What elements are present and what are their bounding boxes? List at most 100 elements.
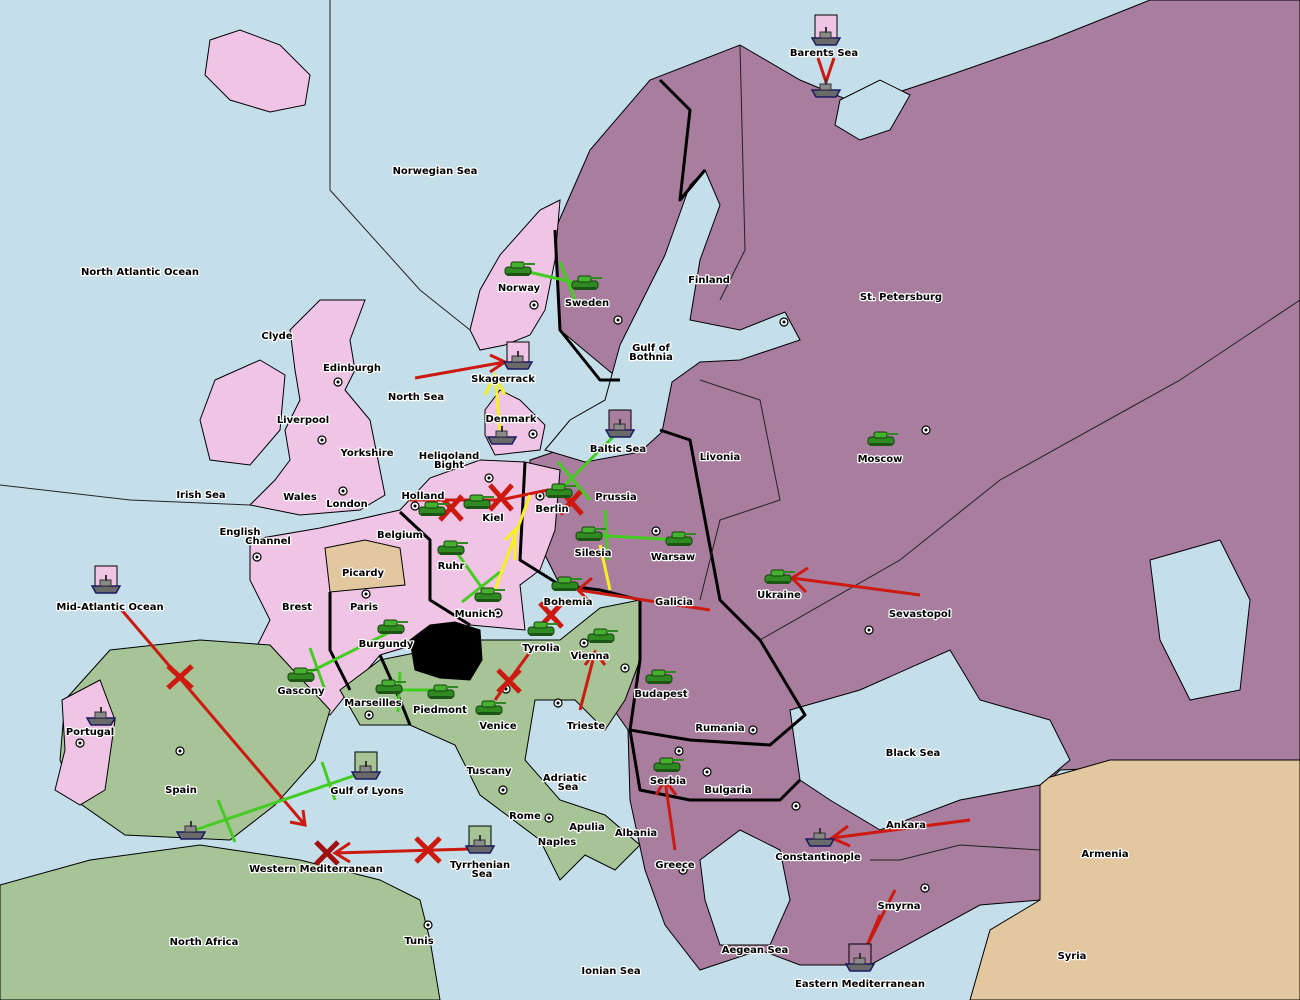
- label-sevastopol: Sevastopol: [889, 609, 951, 620]
- support-line: [194, 770, 366, 832]
- label-bulgaria: Bulgaria: [704, 785, 751, 796]
- label-stp: St. Petersburg: [860, 292, 942, 303]
- middle-east-land[interactable]: [969, 759, 1300, 1000]
- label-syria: Syria: [1058, 951, 1087, 962]
- label-ruhr: Ruhr: [438, 561, 465, 572]
- label-heligoland-2: Bight: [434, 460, 464, 471]
- convoy-line: [493, 374, 502, 431]
- label-adriatic-2: Sea: [558, 782, 579, 793]
- label-vienna: Vienna: [571, 651, 610, 662]
- label-marseilles: Marseilles: [344, 698, 401, 709]
- label-denmark: Denmark: [486, 414, 537, 425]
- label-aegean: Aegean Sea: [722, 945, 789, 956]
- label-burgundy: Burgundy: [359, 639, 414, 650]
- label-brest: Brest: [282, 602, 312, 613]
- label-barents: Barents Sea: [790, 48, 858, 59]
- move-arrow: [831, 818, 971, 840]
- iceland-land: [204, 29, 311, 113]
- label-serbia: Serbia: [650, 776, 686, 787]
- label-venice: Venice: [479, 721, 516, 732]
- convoy-line: [598, 544, 612, 591]
- move-arrow: [414, 360, 506, 380]
- move-arrow: [578, 651, 597, 711]
- label-naf: North Africa: [170, 937, 239, 948]
- black-sea-area[interactable]: [789, 649, 1071, 831]
- move-arrow: [118, 607, 307, 826]
- switzerland-impassable: [409, 621, 483, 681]
- move-arrow: [791, 576, 921, 597]
- picardy-territory[interactable]: [324, 539, 406, 593]
- units: [86, 14, 899, 972]
- label-wmed: Western Mediterranean: [249, 864, 383, 875]
- label-mao: Mid-Atlantic Ocean: [56, 602, 163, 613]
- order-arrows: [118, 57, 971, 949]
- move-arrow: [663, 779, 677, 851]
- inner-seas: [544, 79, 1251, 946]
- label-irish: Irish Sea: [176, 490, 225, 501]
- label-wales: Wales: [283, 492, 317, 503]
- aegean-sea-area[interactable]: [699, 829, 791, 946]
- label-budapest: Budapest: [634, 689, 688, 700]
- label-north-sea: North Sea: [388, 392, 444, 403]
- move-arrow: [816, 57, 836, 87]
- convoy-line: [493, 494, 532, 591]
- province-labels: Barents Sea Norwegian Sea North Atlantic…: [55, 47, 1130, 992]
- label-trieste: Trieste: [567, 721, 606, 732]
- label-albania: Albania: [615, 828, 657, 839]
- label-constantinople: Constantinople: [775, 852, 861, 863]
- label-yorkshire: Yorkshire: [340, 448, 394, 459]
- label-portugal: Portugal: [66, 727, 114, 738]
- label-belgium: Belgium: [377, 530, 423, 541]
- label-spain: Spain: [165, 785, 197, 796]
- label-ionian: Ionian Sea: [581, 966, 640, 977]
- label-picardy: Picardy: [342, 568, 385, 579]
- move-arrow: [577, 588, 711, 612]
- baltic-sea-area[interactable]: [544, 169, 801, 463]
- label-silesia: Silesia: [575, 548, 612, 559]
- label-piedmont: Piedmont: [413, 705, 467, 716]
- label-black-sea: Black Sea: [886, 748, 941, 759]
- support-line: [558, 428, 622, 492]
- label-bothnia-2: Bothnia: [629, 352, 673, 363]
- label-warsaw: Warsaw: [651, 552, 695, 563]
- label-gascony: Gascony: [277, 686, 325, 697]
- label-kiel: Kiel: [482, 513, 503, 524]
- white-sea-area[interactable]: [834, 79, 911, 141]
- label-channel: English: [219, 527, 260, 538]
- label-bohemia: Bohemia: [544, 597, 593, 608]
- label-moscow: Moscow: [858, 454, 903, 465]
- label-tyrolia: Tyrolia: [522, 643, 560, 654]
- label-apulia: Apulia: [569, 822, 605, 833]
- move-arrow: [334, 847, 471, 855]
- label-adriatic: Adriatic: [543, 773, 587, 784]
- north-africa-land[interactable]: [0, 844, 441, 1000]
- label-emed: Eastern Mediterranean: [795, 979, 925, 990]
- label-clyde: Clyde: [261, 331, 292, 342]
- label-naples: Naples: [538, 837, 576, 848]
- label-prussia: Prussia: [595, 492, 636, 503]
- label-sweden: Sweden: [565, 298, 609, 309]
- label-london: London: [326, 499, 368, 510]
- label-greece: Greece: [655, 860, 695, 871]
- label-holland: Holland: [401, 491, 444, 502]
- label-rumania: Rumania: [695, 723, 744, 734]
- ireland-land: [199, 359, 286, 466]
- label-tyrrhenian: Tyrrhenian: [450, 860, 510, 871]
- label-rome: Rome: [509, 811, 541, 822]
- label-livonia: Livonia: [700, 452, 740, 463]
- label-nao: North Atlantic Ocean: [81, 267, 199, 278]
- label-ankara: Ankara: [886, 820, 926, 831]
- label-bothnia: Gulf of: [632, 343, 670, 354]
- caspian-area[interactable]: [1149, 539, 1251, 701]
- label-lyons: Gulf of Lyons: [330, 786, 403, 797]
- label-berlin: Berlin: [535, 504, 568, 515]
- label-finland: Finland: [688, 275, 730, 286]
- label-norway: Norway: [498, 283, 541, 294]
- label-channel-2: Channel: [245, 536, 291, 547]
- label-heligoland: Heligoland: [419, 451, 480, 462]
- britain-land[interactable]: [248, 299, 386, 516]
- label-smyrna: Smyrna: [878, 901, 921, 912]
- label-tunis: Tunis: [404, 936, 433, 947]
- label-norwegian: Norwegian Sea: [393, 166, 478, 177]
